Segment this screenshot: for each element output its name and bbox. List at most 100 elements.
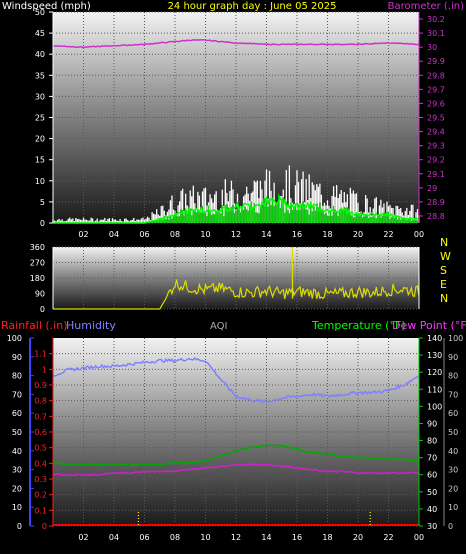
rain-ytick-label: 0.6: [34, 428, 47, 437]
barometer-ytick-label: 28.9: [427, 198, 445, 207]
aqi-ytick-label: 0: [448, 522, 453, 531]
temperature-ytick-label: 70: [427, 454, 437, 463]
wind-ytick-label: 30: [35, 92, 45, 101]
temperature-ytick-label: 120: [427, 368, 442, 377]
rain-ytick-label: 0.3: [34, 475, 47, 484]
wind-ytick-label: 25: [35, 114, 45, 123]
wind-xtick-label: 10: [200, 230, 210, 239]
compass-label: E: [440, 278, 447, 291]
wind-xtick-label: 04: [109, 230, 119, 239]
direction-ytick-label: 360: [30, 243, 45, 252]
climate-xtick-label: 00: [414, 533, 424, 542]
barometer-ytick-label: 29.9: [427, 57, 445, 66]
barometer-ytick-label: 29.8: [427, 71, 445, 80]
temperature-ytick-label: 60: [427, 471, 437, 480]
humidity-ytick-label: 60: [12, 409, 22, 418]
chart-title: 24 hour graph day : June 05 2025: [168, 1, 337, 12]
barometer-axis-title: Barometer (.in): [388, 1, 464, 12]
humidity-ytick-label: 80: [12, 372, 22, 381]
humidity-ytick-label: 0: [17, 522, 22, 531]
humidity-ytick-label: 100: [7, 334, 22, 343]
humidity-line: [52, 356, 420, 404]
climate-xtick-label: 12: [231, 533, 241, 542]
temperature-ytick-label: 40: [427, 505, 437, 514]
aqi-ytick-label: 10: [448, 503, 458, 512]
wind-axes: 0 5 10 15 20 25 30 35 40 45 50 28.8 28.9 29 29.1 29.2 29…: [35, 8, 445, 239]
rain-ytick-label: 1: [42, 365, 47, 374]
climate-xtick-label: 20: [353, 533, 363, 542]
direction-ytick-label: 270: [30, 259, 45, 268]
temperature-line: [52, 444, 420, 467]
aqi-ytick-label: 80: [448, 372, 458, 381]
rain-ytick-label: 0.1: [34, 506, 47, 515]
humidity-ytick-label: 70: [12, 390, 22, 399]
aqi-ytick-label: 50: [448, 428, 458, 437]
wind-axis-title: Windspeed (mph): [2, 1, 91, 12]
wind-xtick-label: 14: [261, 230, 271, 239]
compass-label: S: [440, 264, 447, 277]
barometer-ytick-label: 30.2: [427, 15, 445, 24]
compass-label: N: [440, 236, 448, 249]
temperature-ytick-label: 100: [427, 402, 442, 411]
barometer-ytick-label: 28.8: [427, 212, 445, 221]
barometer-ytick-label: 29.2: [427, 156, 445, 165]
temperature-ytick-label: 110: [427, 385, 442, 394]
direction-axes: 0 90 180 270 360: [30, 243, 420, 314]
barometer-line: [52, 39, 420, 49]
aqi-ytick-label: 100: [448, 334, 463, 343]
wind-xtick-label: 22: [383, 230, 393, 239]
climate-xtick-label: 18: [322, 533, 332, 542]
barometer-ytick-label: 29.4: [427, 128, 445, 137]
rain-ytick-label: 0.9: [34, 381, 47, 390]
climate-xtick-label: 22: [383, 533, 393, 542]
aqi-ytick-label: 40: [448, 447, 458, 456]
barometer-ytick-label: 30.1: [427, 29, 445, 38]
wind-gust-series: [52, 165, 420, 223]
direction-ytick-label: 90: [35, 290, 45, 299]
temperature-ytick-label: 50: [427, 488, 437, 497]
rain-ytick-label: 0: [42, 522, 47, 531]
humidity-ytick-label: 50: [12, 428, 22, 437]
barometer-ytick-label: 29: [427, 184, 437, 193]
wind-ytick-label: 50: [35, 8, 45, 17]
wind-grid: [53, 11, 420, 224]
wind-xtick-label: 08: [170, 230, 180, 239]
wind-ytick-label: 0: [40, 219, 45, 228]
humidity-ytick-label: 90: [12, 353, 22, 362]
aqi-axis-title: AQI: [210, 321, 228, 332]
wind-xtick-label: 20: [353, 230, 363, 239]
rainfall-axis-title: Rainfall (.in): [1, 319, 68, 332]
barometer-ytick-label: 30: [427, 43, 437, 52]
barometer-ytick-label: 29.7: [427, 85, 445, 94]
direction-series: [53, 247, 420, 310]
climate-xtick-label: 04: [109, 533, 119, 542]
humidity-ytick-label: 20: [12, 484, 22, 493]
compass-label: W: [440, 250, 451, 263]
barometer-ytick-label: 29.5: [427, 114, 445, 123]
wind-average-line: [53, 195, 420, 224]
temperature-ytick-label: 140: [427, 334, 442, 343]
temperature-ytick-label: 80: [427, 437, 437, 446]
rain-ytick-label: 0.8: [34, 397, 47, 406]
aqi-ytick-label: 90: [448, 353, 458, 362]
wind-ytick-label: 10: [35, 177, 45, 186]
wind-ytick-label: 40: [35, 50, 45, 59]
humidity-ytick-label: 10: [12, 503, 22, 512]
barometer-ytick-label: 29.1: [427, 170, 445, 179]
aqi-ytick-label: 60: [448, 409, 458, 418]
rain-ytick-label: 0.4: [34, 459, 47, 468]
climate-xtick-label: 14: [261, 533, 271, 542]
humidity-ytick-label: 30: [12, 466, 22, 475]
barometer-ytick-label: 29.6: [427, 99, 445, 108]
aqi-ytick-label: 20: [448, 484, 458, 493]
aqi-ytick-label: 30: [448, 466, 458, 475]
humidity-axis-title: Humidity: [66, 319, 116, 332]
wind-ytick-label: 5: [40, 198, 45, 207]
barometer-series: [52, 39, 420, 49]
temperature-axis-title: Temperature (°F): [311, 319, 406, 332]
temperature-ytick-label: 130: [427, 351, 442, 360]
humidity-ytick-label: 40: [12, 447, 22, 456]
temperature-ytick-label: 90: [427, 419, 437, 428]
